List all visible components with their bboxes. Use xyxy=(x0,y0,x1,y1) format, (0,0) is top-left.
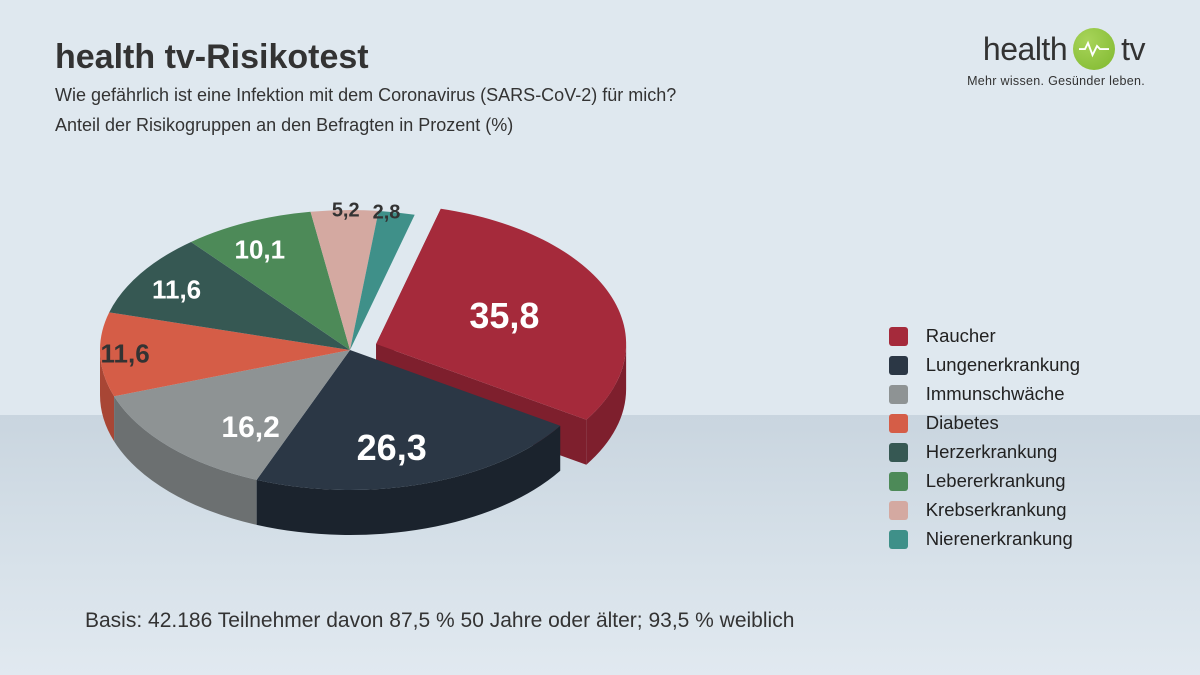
legend-swatch xyxy=(889,356,908,375)
logo-right: tv xyxy=(1121,31,1145,68)
logo-left: health xyxy=(983,31,1067,68)
legend-swatch xyxy=(889,501,908,520)
legend-item: Nierenerkrankung xyxy=(889,528,1080,550)
legend-swatch xyxy=(889,385,908,404)
legend-swatch xyxy=(889,530,908,549)
footer-note: Basis: 42.186 Teilnehmer davon 87,5 % 50… xyxy=(85,609,794,633)
legend-swatch xyxy=(889,443,908,462)
subtitle-2: Anteil der Risikogruppen an den Befragte… xyxy=(55,113,676,137)
logo-tagline: Mehr wissen. Gesünder leben. xyxy=(967,74,1145,88)
header: health tv-Risikotest Wie gefährlich ist … xyxy=(55,38,676,138)
legend-item: Krebserkrankung xyxy=(889,499,1080,521)
legend-item: Raucher xyxy=(889,325,1080,347)
legend-label: Nierenerkrankung xyxy=(926,528,1073,550)
legend-item: Diabetes xyxy=(889,412,1080,434)
legend-item: Lebererkrankung xyxy=(889,470,1080,492)
legend-label: Diabetes xyxy=(926,412,999,434)
logo-badge-icon xyxy=(1073,28,1115,70)
risk-pie-chart: 35,826,316,211,611,610,15,22,8 xyxy=(70,140,630,570)
legend-swatch xyxy=(889,472,908,491)
legend-label: Raucher xyxy=(926,325,996,347)
legend-label: Immunschwäche xyxy=(926,383,1065,405)
legend-label: Lungenerkrankung xyxy=(926,354,1080,376)
pie-svg xyxy=(70,140,630,570)
legend-item: Lungenerkrankung xyxy=(889,354,1080,376)
legend-item: Immunschwäche xyxy=(889,383,1080,405)
legend-label: Krebserkrankung xyxy=(926,499,1067,521)
legend-item: Herzerkrankung xyxy=(889,441,1080,463)
brand-logo: health tv Mehr wissen. Gesünder leben. xyxy=(967,28,1145,88)
legend: Raucher Lungenerkrankung Immunschwäche Diab… xyxy=(889,325,1080,557)
legend-swatch xyxy=(889,327,908,346)
legend-label: Herzerkrankung xyxy=(926,441,1058,463)
page-title: health tv-Risikotest xyxy=(55,38,676,77)
legend-label: Lebererkrankung xyxy=(926,470,1066,492)
legend-swatch xyxy=(889,414,908,433)
subtitle-1: Wie gefährlich ist eine Infektion mit de… xyxy=(55,83,676,107)
